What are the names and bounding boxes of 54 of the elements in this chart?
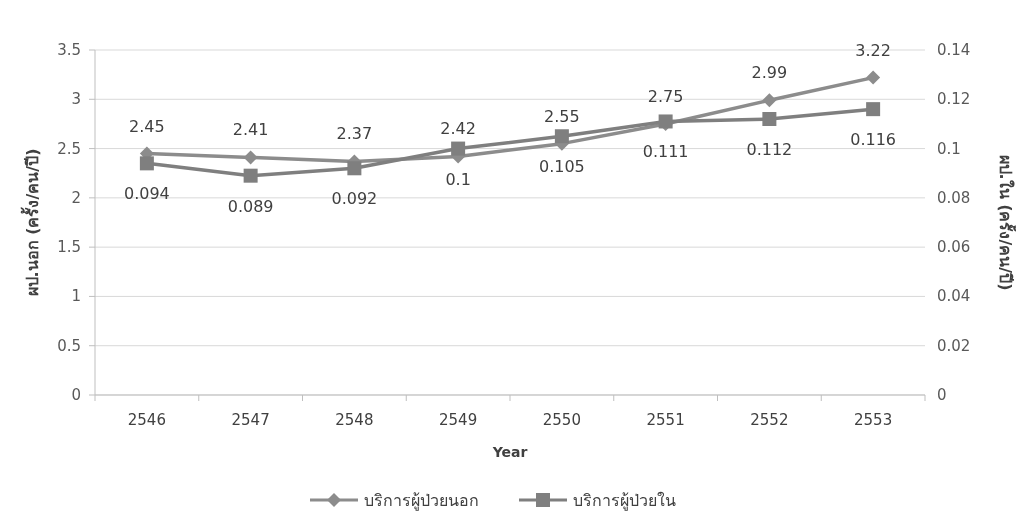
y-tick-label: 1 [71,287,81,306]
y-axis-title: ผป.นอก (ครั้ง/คน/ปี) [20,148,42,297]
x-tick-label: 2546 [127,411,166,429]
legend-label: บริการผู้ป่วยนอก [364,491,479,511]
y-tick-label: 0.5 [57,336,81,355]
y-tick-label: 3 [71,90,81,109]
point [451,141,466,156]
data-label: 2.75 [647,86,684,106]
legend-label: บริการผู้ป่วยใน [573,491,676,511]
y2-tick-label: 0.02 [937,336,971,355]
point [554,129,569,144]
y2-tick-label: 0.12 [937,90,971,109]
data-label: 3.22 [855,40,891,60]
point [762,112,777,126]
y-tick-label: 2 [71,188,81,207]
data-label: 2.55 [544,106,580,126]
data-label: 2.99 [751,63,788,83]
point [243,168,258,183]
x-axis-title: Year [491,444,528,460]
x-tick-label: 2553 [854,411,893,429]
point [866,102,881,117]
y-tick-label: 0 [71,386,81,404]
data-label: 0.092 [331,189,378,209]
point [347,161,362,176]
data-label: 0.111 [642,142,689,162]
data-label: 0.112 [746,140,793,159]
data-label: 2.41 [232,120,269,140]
x-tick-label: 2550 [542,411,581,429]
data-label: 0.094 [123,184,170,204]
x-tick-label: 2547 [231,411,270,429]
data-label: 0.1 [445,169,471,189]
data-label: 0.116 [850,130,897,150]
y2-tick-label: 0.04 [937,287,971,306]
point [139,156,154,171]
x-tick-label: 2551 [646,411,685,429]
data-label: 0.089 [227,196,274,216]
point [866,70,881,85]
y2-tick-label: 0 [937,386,947,404]
y-tick-label: 3.5 [57,41,81,59]
y2-tick-label: 0.08 [937,188,971,207]
x-tick-label: 2548 [335,411,374,429]
y2-tick-label: 0.14 [937,41,971,59]
y-tick-label: 1.5 [57,238,81,257]
x-tick-label: 2549 [439,411,478,429]
point [762,93,777,108]
data-label: 2.37 [336,124,373,144]
x-tick-label: 2552 [750,411,789,429]
data-label: 0.105 [538,157,585,177]
y2-tick-label: 0.1 [937,139,961,158]
data-label: 2.45 [129,116,165,136]
point [243,150,258,165]
data-label: 2.42 [440,119,476,139]
y-tick-label: 2.5 [57,139,81,158]
y2-tick-label: 0.06 [937,238,971,257]
